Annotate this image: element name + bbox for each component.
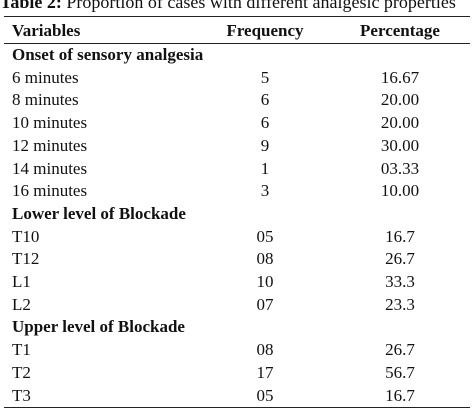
table-row: T10 05 16.7 [4, 226, 470, 249]
table-row: T3 05 16.7 [4, 385, 470, 408]
column-header-percentage: Percentage [360, 21, 440, 40]
cell-percentage: 30.00 [380, 135, 420, 155]
table-row: L1 10 33.3 [4, 271, 470, 294]
cell-percentage: 16.67 [380, 67, 420, 87]
cell-percentage: 33.3 [385, 272, 415, 292]
table-row: T12 08 26.7 [4, 248, 470, 271]
cell-frequency: 6 [260, 113, 270, 133]
section-title: Lower level of Blockade [12, 203, 186, 223]
table-row: T1 08 26.7 [4, 339, 470, 362]
cell-percentage: 56.7 [385, 362, 415, 382]
table-row: L2 07 23.3 [4, 294, 470, 317]
table-row: 12 minutes 9 30.00 [4, 135, 470, 158]
cell-percentage: 20.00 [380, 90, 420, 110]
cell-percentage: 26.7 [385, 249, 415, 269]
cell-variable: T10 [12, 226, 40, 246]
cell-frequency: 08 [256, 249, 274, 269]
header-rule [4, 43, 470, 44]
cell-frequency: 05 [256, 226, 274, 246]
table-caption: Table 2: Proportion of cases with differ… [0, 0, 474, 13]
table-row: 10 minutes 6 20.00 [4, 112, 470, 135]
table-caption-label: Table 2: [0, 0, 62, 12]
cell-variable: L1 [12, 272, 31, 292]
cell-frequency: 17 [256, 362, 274, 382]
cell-percentage: 20.00 [380, 113, 420, 133]
table-row: T2 17 56.7 [4, 362, 470, 385]
cell-frequency: 07 [256, 294, 274, 314]
section-row-onset: Onset of sensory analgesia [4, 44, 470, 67]
cell-variable: 6 minutes [12, 67, 79, 87]
cell-variable: T12 [12, 249, 40, 269]
section-title: Upper level of Blockade [12, 317, 185, 337]
cell-percentage: 26.7 [385, 340, 415, 360]
cell-percentage: 10.00 [380, 181, 420, 201]
cell-variable: 16 minutes [12, 181, 88, 201]
table-caption-text: Proportion of cases with different analg… [61, 0, 456, 12]
cell-variable: L2 [12, 294, 31, 314]
cell-frequency: 9 [260, 135, 270, 155]
cell-frequency: 3 [260, 181, 270, 201]
cell-percentage: 23.3 [385, 294, 415, 314]
table-row: 6 minutes 5 16.67 [4, 67, 470, 90]
cell-variable: 12 minutes [12, 135, 88, 155]
cell-variable: T1 [12, 340, 31, 360]
cell-frequency: 05 [256, 385, 274, 405]
bottom-rule [4, 407, 470, 408]
cell-frequency: 6 [260, 90, 270, 110]
cell-frequency: 08 [256, 340, 274, 360]
table-row: 8 minutes 6 20.00 [4, 89, 470, 112]
cell-variable: 14 minutes [12, 158, 88, 178]
cell-frequency: 1 [260, 158, 270, 178]
cell-percentage: 16.7 [385, 226, 415, 246]
section-title: Onset of sensory analgesia [12, 45, 204, 64]
cell-frequency: 10 [256, 272, 274, 292]
cell-percentage: 16.7 [385, 385, 415, 405]
table-row: 14 minutes 1 03.33 [4, 158, 470, 181]
cell-variable: 8 minutes [12, 90, 79, 110]
top-rule [4, 16, 470, 17]
header-row: Variables Frequency Percentage [4, 18, 470, 44]
cell-frequency: 5 [260, 67, 270, 87]
analgesic-properties-table: Variables Frequency Percentage Onset of … [4, 18, 470, 407]
column-header-frequency: Frequency [226, 21, 304, 40]
column-header-variables: Variables [12, 21, 81, 40]
table-row: 16 minutes 3 10.00 [4, 180, 470, 203]
section-row-lower-level: Lower level of Blockade [4, 203, 470, 226]
cell-variable: 10 minutes [12, 113, 88, 133]
section-row-upper-level: Upper level of Blockade [4, 316, 470, 339]
table-body: Onset of sensory analgesia 6 minutes 5 1… [4, 44, 470, 407]
cell-percentage: 03.33 [380, 158, 420, 178]
cell-variable: T3 [12, 385, 31, 405]
cell-variable: T2 [12, 362, 31, 382]
